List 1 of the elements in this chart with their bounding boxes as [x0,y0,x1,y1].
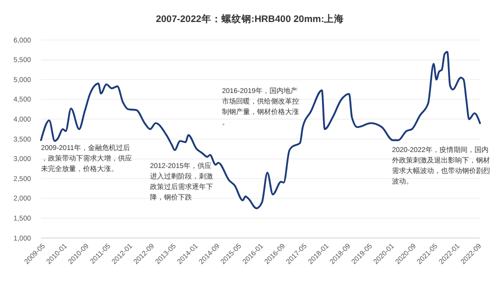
chart-title: 2007-2022年：螺纹钢:HRB400 20mm:上海 [156,13,344,25]
